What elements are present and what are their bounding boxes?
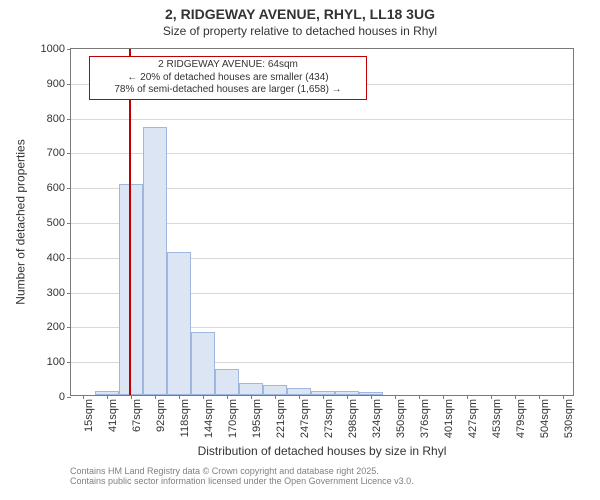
x-tick-label: 350sqm [395,399,407,438]
y-tick-label: 900 [47,78,71,90]
y-tick-label: 600 [47,182,71,194]
x-tick-label: 504sqm [539,399,551,438]
histogram-bar [167,252,191,395]
x-tick-label: 247sqm [299,399,311,438]
x-tick-label: 427sqm [467,399,479,438]
y-tick-label: 800 [47,113,71,125]
y-axis-label: Number of detached properties [14,139,28,304]
histogram-bar [191,332,215,395]
histogram-bar [239,383,263,395]
annotation-line-3: 78% of semi-detached houses are larger (… [94,84,362,97]
property-marker-line [129,49,131,395]
histogram-bar [143,127,167,395]
histogram-bar [263,385,287,395]
x-tick-label: 530sqm [563,399,575,438]
gridline [71,119,573,120]
chart-subtitle: Size of property relative to detached ho… [0,24,600,38]
attribution-text: Contains HM Land Registry data © Crown c… [70,466,600,486]
y-tick-label: 100 [47,356,71,368]
y-tick-label: 1000 [41,43,71,55]
annotation-box: 2 RIDGEWAY AVENUE: 64sqm ← 20% of detach… [89,56,367,100]
annotation-line-1: 2 RIDGEWAY AVENUE: 64sqm [94,59,362,72]
x-axis-label: Distribution of detached houses by size … [70,444,574,458]
x-tick-label: 144sqm [203,399,215,438]
x-tick-label: 15sqm [83,399,95,432]
y-tick-label: 200 [47,321,71,333]
plot-area: 01002003004005006007008009001000 15sqm41… [70,48,574,396]
annotation-line-2: ← 20% of detached houses are smaller (43… [94,72,362,85]
x-tick-label: 324sqm [371,399,383,438]
x-tick-label: 453sqm [491,399,503,438]
x-tick-label: 479sqm [515,399,527,438]
x-tick-label: 298sqm [347,399,359,438]
x-tick-label: 92sqm [155,399,167,432]
y-tick-label: 500 [47,217,71,229]
x-tick-label: 41sqm [107,399,119,432]
x-tick-label: 67sqm [131,399,143,432]
x-tick-label: 401sqm [443,399,455,438]
y-tick-label: 400 [47,252,71,264]
y-tick-label: 700 [47,147,71,159]
histogram-bar [215,369,239,395]
x-tick-label: 273sqm [323,399,335,438]
attribution-line-2: Contains public sector information licen… [70,476,600,486]
chart-title: 2, RIDGEWAY AVENUE, RHYL, LL18 3UG [0,6,600,22]
attribution-line-1: Contains HM Land Registry data © Crown c… [70,466,600,476]
y-tick-label: 0 [59,391,71,403]
x-tick-label: 118sqm [179,399,191,437]
x-tick-label: 376sqm [419,399,431,438]
x-tick-label: 170sqm [227,399,239,438]
x-tick-label: 221sqm [275,399,287,438]
y-tick-label: 300 [47,287,71,299]
histogram-bar [287,388,311,395]
x-tick-label: 195sqm [251,399,263,438]
